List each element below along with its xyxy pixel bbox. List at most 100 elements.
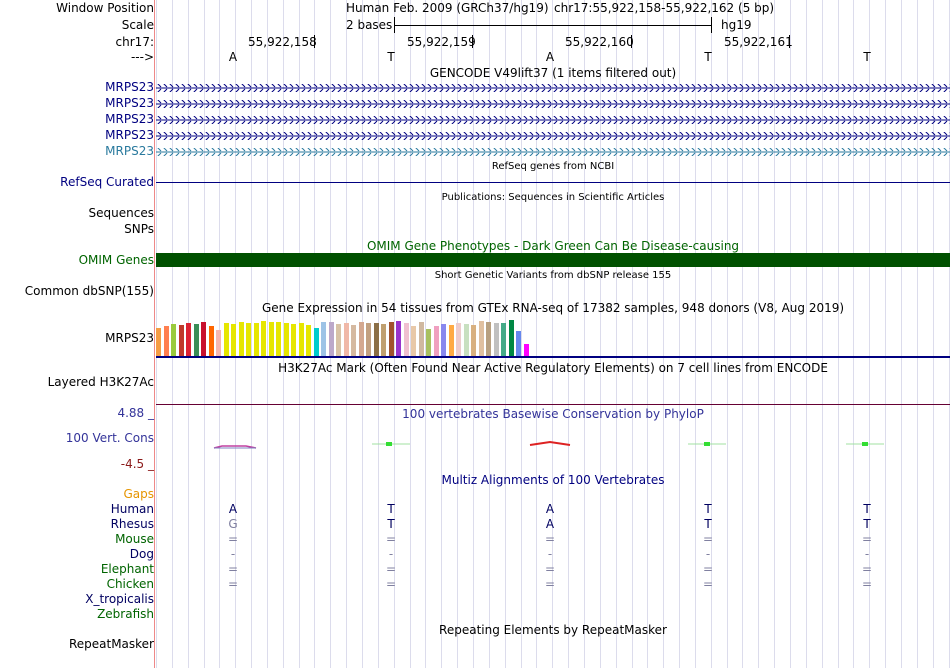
gencode-item-label[interactable]: MRPS23: [105, 96, 154, 110]
publications-track-title[interactable]: Publications: Sequences in Scientific Ar…: [441, 192, 665, 203]
gtex-tissue-bar[interactable]: [448, 325, 454, 356]
h3k27ac-track-title[interactable]: H3K27Ac Mark (Often Found Near Active Re…: [278, 361, 828, 375]
gtex-tissue-bar[interactable]: [171, 324, 176, 356]
publications-sequences-label[interactable]: Sequences: [88, 206, 154, 220]
gtex-tissue-bar[interactable]: [216, 330, 221, 356]
gtex-tissue-bar[interactable]: [493, 323, 499, 356]
phylop-track-title[interactable]: 100 vertebrates Basewise Conservation by…: [402, 407, 704, 421]
gtex-tissue-bar[interactable]: [373, 323, 379, 356]
gtex-tissue-bar[interactable]: [291, 324, 296, 356]
gtex-tissue-bar[interactable]: [283, 323, 289, 356]
gtex-tissue-bar[interactable]: [336, 324, 341, 356]
alignment-base: =: [702, 562, 714, 576]
gencode-item-label[interactable]: MRPS23: [105, 80, 154, 94]
gtex-tissue-bar[interactable]: [396, 321, 401, 356]
publications-snps-label[interactable]: SNPs: [124, 222, 154, 236]
gtex-tissue-bar[interactable]: [441, 324, 446, 356]
gtex-tissue-bar[interactable]: [508, 320, 514, 356]
gtex-tissue-bar[interactable]: [381, 324, 386, 356]
species-label[interactable]: Chicken: [106, 577, 154, 591]
gene-model-transcript[interactable]: [156, 100, 950, 108]
gtex-tissue-bar[interactable]: [321, 322, 326, 356]
gencode-item-label[interactable]: MRPS23: [105, 128, 154, 142]
phylop-wiggle[interactable]: [156, 434, 950, 454]
gtex-tissue-bar[interactable]: [388, 322, 394, 356]
gencode-gene-models[interactable]: [156, 80, 950, 160]
gtex-tissue-bar[interactable]: [501, 323, 506, 356]
refseq-track-title[interactable]: RefSeq genes from NCBI: [491, 161, 615, 172]
gencode-item-label[interactable]: MRPS23: [105, 112, 154, 126]
species-label[interactable]: Mouse: [115, 532, 154, 546]
repeatmasker-track-label[interactable]: RepeatMasker: [68, 637, 154, 651]
gtex-tissue-bar[interactable]: [298, 323, 304, 356]
gtex-tissue-bar[interactable]: [328, 322, 334, 356]
gtex-bar-chart[interactable]: [156, 318, 556, 356]
gtex-tissue-bar[interactable]: [238, 322, 244, 356]
multiz-gaps-label[interactable]: Gaps: [123, 487, 154, 501]
gtex-tissue-bar[interactable]: [463, 324, 469, 356]
gtex-tissue-bar[interactable]: [186, 323, 191, 356]
species-label[interactable]: X_tropicalis: [85, 592, 154, 606]
gtex-tissue-bar[interactable]: [208, 326, 214, 356]
omim-track-title[interactable]: OMIM Gene Phenotypes - Dark Green Can Be…: [366, 239, 740, 253]
gtex-tissue-bar[interactable]: [516, 331, 521, 356]
gtex-tissue-bar[interactable]: [343, 323, 349, 356]
gtex-tissue-bar[interactable]: [201, 322, 206, 356]
refseq-track-label[interactable]: RefSeq Curated: [60, 175, 154, 189]
gene-model-transcript[interactable]: [156, 84, 950, 92]
gtex-tissue-bar[interactable]: [156, 328, 161, 356]
gtex-tissue-bar[interactable]: [223, 323, 229, 356]
gtex-tissue-bar[interactable]: [403, 323, 409, 356]
gtex-tissue-bar[interactable]: [358, 322, 364, 356]
omim-gene-bar[interactable]: [156, 253, 950, 267]
gencode-track-title[interactable]: GENCODE V49lift37 (1 items filtered out): [429, 66, 677, 80]
gtex-tissue-bar[interactable]: [268, 322, 274, 356]
gtex-tissue-bar[interactable]: [306, 325, 311, 356]
multiz-track-title[interactable]: Multiz Alignments of 100 Vertebrates: [441, 473, 665, 487]
species-label[interactable]: Human: [110, 502, 154, 516]
gtex-tissue-bar[interactable]: [426, 329, 431, 356]
phylop-track-label[interactable]: 100 Vert. Cons: [65, 431, 154, 445]
gtex-track-title[interactable]: Gene Expression in 54 tissues from GTEx …: [261, 301, 845, 315]
gtex-tissue-bar[interactable]: [231, 324, 236, 356]
gtex-tissue-bar[interactable]: [253, 323, 259, 356]
gtex-tissue-bar[interactable]: [351, 325, 356, 356]
species-label[interactable]: Zebrafish: [97, 607, 154, 621]
repeatmasker-track-title[interactable]: Repeating Elements by RepeatMasker: [439, 623, 667, 637]
gtex-tissue-bar[interactable]: [411, 326, 416, 356]
h3k27ac-baseline: [156, 404, 950, 405]
gene-model-transcript[interactable]: [156, 132, 950, 140]
gtex-tissue-bar[interactable]: [433, 326, 439, 356]
coord-label: 55,922,159: [407, 35, 476, 49]
gtex-tissue-bar[interactable]: [478, 321, 484, 356]
assembly-label: hg19: [721, 18, 752, 32]
gtex-tissue-bar[interactable]: [246, 323, 251, 356]
gtex-tissue-bar[interactable]: [313, 328, 319, 356]
gtex-tissue-bar[interactable]: [193, 324, 199, 356]
gtex-tissue-bar[interactable]: [418, 322, 424, 356]
species-label[interactable]: Rhesus: [110, 517, 154, 531]
gtex-tissue-bar[interactable]: [456, 323, 461, 356]
gtex-tissue-bar[interactable]: [523, 344, 529, 356]
omim-track-label[interactable]: OMIM Genes: [78, 253, 154, 267]
species-label[interactable]: Dog: [129, 547, 154, 561]
gene-model-transcript[interactable]: [156, 148, 950, 156]
window-position-value[interactable]: Human Feb. 2009 (GRCh37/hg19): [346, 1, 549, 15]
gtex-tissue-bar[interactable]: [163, 326, 169, 356]
gencode-item-label[interactable]: MRPS23: [105, 144, 154, 158]
gtex-tissue-bar[interactable]: [276, 322, 281, 356]
gtex-track-label[interactable]: MRPS23: [105, 331, 154, 345]
position-text[interactable]: chr17:55,922,158-55,922,162 (5 bp): [554, 1, 775, 15]
gene-model-transcript[interactable]: [156, 116, 950, 124]
gtex-tissue-bar[interactable]: [366, 323, 371, 356]
gtex-tissue-bar[interactable]: [261, 321, 266, 356]
gtex-tissue-bar[interactable]: [178, 325, 184, 356]
gtex-tissue-bar[interactable]: [471, 325, 476, 356]
h3k27ac-track-label[interactable]: Layered H3K27Ac: [47, 375, 154, 389]
refseq-gene-line[interactable]: [156, 182, 950, 183]
species-label[interactable]: Elephant: [100, 562, 154, 576]
gtex-tissue-bar[interactable]: [486, 322, 491, 356]
dbsnp-track-title[interactable]: Short Genetic Variants from dbSNP releas…: [434, 270, 672, 281]
dbsnp-track-label[interactable]: Common dbSNP(155): [24, 284, 154, 298]
